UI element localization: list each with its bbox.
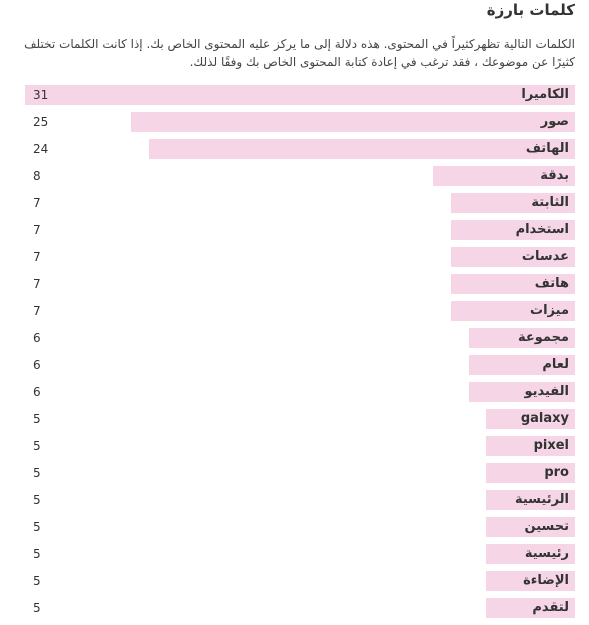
keyword-bar [486, 571, 575, 591]
keyword-count: 5 [33, 493, 41, 507]
keyword-count: 24 [33, 142, 49, 156]
keyword-bar [25, 85, 575, 105]
keyword-bar [149, 139, 575, 159]
keyword-label: بدقة [540, 168, 569, 183]
keyword-row: استخدام 7 [25, 220, 575, 240]
keyword-label: pro [544, 465, 569, 480]
keyword-bar [486, 598, 575, 618]
keyword-count: 5 [33, 412, 41, 426]
keyword-count: 6 [33, 385, 41, 399]
keyword-label: الرئيسية [514, 492, 569, 507]
keyword-count: 8 [33, 169, 41, 183]
keyword-row: الإضاءة 5 [25, 571, 575, 591]
keyword-bar [469, 355, 575, 375]
keyword-bar [486, 463, 575, 483]
keyword-label: الإضاءة [523, 573, 569, 588]
keyword-count: 25 [33, 115, 49, 129]
keyword-bar [486, 436, 575, 456]
keyword-count: 6 [33, 331, 41, 345]
keyword-row: تحسين 5 [25, 517, 575, 537]
keyword-bar [131, 112, 575, 132]
keyword-row: بدقة 8 [25, 166, 575, 186]
keyword-label: الفيديو [524, 384, 569, 399]
keyword-label: الثابتة [531, 195, 569, 210]
keyword-row: لعام 6 [25, 355, 575, 375]
keyword-label: لعام [542, 357, 569, 372]
keyword-count: 7 [33, 223, 41, 237]
keyword-row: لتقدم 5 [25, 598, 575, 618]
keyword-bar [486, 490, 575, 510]
keyword-label: لتقدم [532, 600, 569, 615]
keyword-count: 7 [33, 304, 41, 318]
keyword-row: هاتف 7 [25, 274, 575, 294]
keyword-bar-list: الكاميرا 31 صور 25 الهاتف 24 بدقة 8 الثابتة 7 استخ… [25, 85, 575, 625]
keyword-count: 7 [33, 196, 41, 210]
panel-title: كلمات بارزة [486, 1, 575, 19]
keyword-bar [469, 328, 575, 348]
keyword-bar [486, 517, 575, 537]
keyword-count: 5 [33, 466, 41, 480]
keyword-row: صور 25 [25, 112, 575, 132]
keyword-row: الثابتة 7 [25, 193, 575, 213]
keyword-label: صور [540, 114, 569, 129]
keyword-bar [433, 166, 575, 186]
keyword-row: مجموعة 6 [25, 328, 575, 348]
keyword-bar [451, 220, 575, 240]
keyword-row: الكاميرا 31 [25, 85, 575, 105]
keyword-row: رئيسية 5 [25, 544, 575, 564]
keyword-count: 5 [33, 601, 41, 615]
keyword-label: الكاميرا [521, 87, 569, 102]
keyword-label: عدسات [521, 249, 569, 264]
keyword-count: 5 [33, 520, 41, 534]
panel-description: الكلمات التالية تظهركثيراً في المحتوى. ه… [24, 37, 575, 69]
keyword-row: ميزات 7 [25, 301, 575, 321]
keyword-count: 5 [33, 574, 41, 588]
keyword-row: عدسات 7 [25, 247, 575, 267]
keyword-count: 7 [33, 250, 41, 264]
keyword-label: تحسين [524, 519, 569, 534]
keyword-count: 5 [33, 547, 41, 561]
keyword-bar [469, 382, 575, 402]
keyword-count: 5 [33, 439, 41, 453]
keyword-bar [451, 247, 575, 267]
keyword-row: الهاتف 24 [25, 139, 575, 159]
keyword-row: galaxy 5 [25, 409, 575, 429]
keyword-bar [451, 301, 575, 321]
keyword-label: pixel [533, 438, 569, 453]
keyword-count: 6 [33, 358, 41, 372]
keyword-bar [451, 274, 575, 294]
keyword-label: ميزات [530, 303, 569, 318]
keyword-label: galaxy [520, 411, 569, 426]
keyword-count: 7 [33, 277, 41, 291]
keyword-label: رئيسية [524, 546, 569, 561]
keyword-bar [486, 544, 575, 564]
keyword-label: الهاتف [525, 141, 569, 156]
keyword-label: مجموعة [517, 330, 569, 345]
keyword-bar [486, 409, 575, 429]
keyword-count: 31 [33, 88, 49, 102]
keyword-bar [451, 193, 575, 213]
keyword-label: استخدام [515, 222, 569, 237]
keyword-row: pixel 5 [25, 436, 575, 456]
keyword-row: الرئيسية 5 [25, 490, 575, 510]
keyword-label: هاتف [534, 276, 569, 291]
keyword-row: pro 5 [25, 463, 575, 483]
keyword-row: الفيديو 6 [25, 382, 575, 402]
